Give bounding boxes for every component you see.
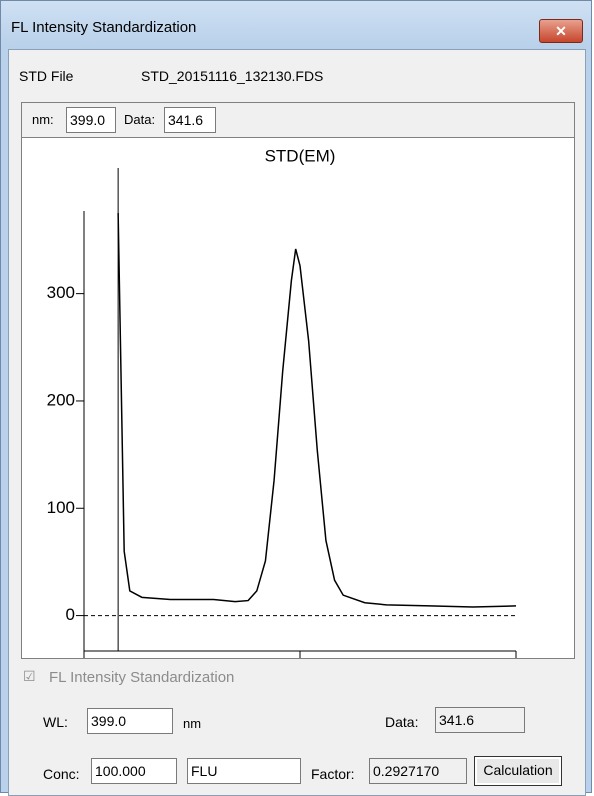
close-button[interactable]: ✕ [539, 19, 583, 43]
window-title: FL Intensity Standardization [11, 19, 197, 36]
data-label: Data: [385, 714, 419, 730]
x-axis-label: nm [528, 652, 552, 658]
y-tick-label: 0 [66, 605, 75, 624]
file-name: STD_20151116_132130.FDS [141, 68, 324, 84]
chart-toolbar: nm: 399.0 Data: 341.6 [22, 103, 574, 138]
file-label: STD File [19, 68, 74, 84]
checkbox-label: FL Intensity Standardization [49, 669, 235, 686]
calculation-button[interactable]: Calculation [474, 756, 562, 786]
checkbox[interactable]: ☑ [23, 668, 36, 684]
conc-input[interactable]: 100.000 [91, 758, 177, 784]
data-label: Data: [124, 112, 156, 127]
spectrum-line [117, 213, 517, 608]
conc-label: Conc: [43, 766, 80, 782]
wl-input[interactable]: 399.0 [87, 708, 173, 734]
y-tick-label: 100 [47, 498, 75, 517]
chart-title: STD(EM) [265, 146, 336, 165]
nm-label: nm: [32, 112, 54, 127]
factor-label: Factor: [311, 766, 355, 782]
dialog-body: STD File STD_20151116_132130.FDS nm: 399… [8, 49, 586, 796]
data-field: 341.6 [164, 107, 216, 133]
data-output: 341.6 [435, 707, 525, 733]
y-tick-label: 200 [47, 390, 75, 409]
chart-panel: nm: 399.0 Data: 341.6 STD(EM) 0 100 200 300… [21, 102, 575, 659]
wl-label: WL: [43, 714, 68, 730]
factor-output: 0.2927170 [369, 758, 467, 784]
y-tick-label: 300 [47, 283, 75, 302]
chart: STD(EM) 0100200300350400450nm [47, 146, 552, 658]
nm-field: 399.0 [66, 107, 116, 133]
wl-unit: nm [183, 716, 202, 731]
conc-unit[interactable]: FLU [187, 758, 301, 784]
